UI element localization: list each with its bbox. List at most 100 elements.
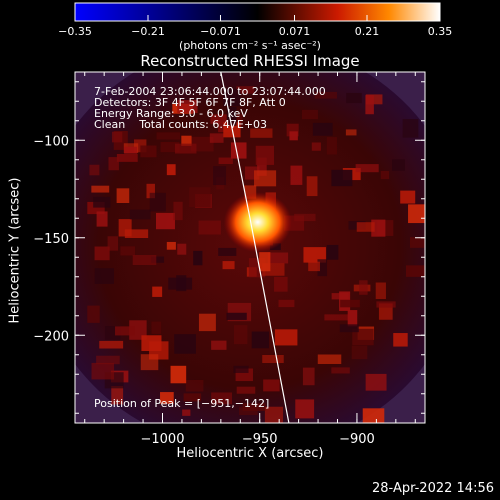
texture-cell xyxy=(124,229,149,239)
texture-cell xyxy=(211,340,227,350)
texture-cell xyxy=(375,282,386,300)
colorbar-tick-label: −0.21 xyxy=(131,25,165,38)
texture-cell xyxy=(113,130,128,150)
texture-cell xyxy=(377,220,394,236)
texture-cell xyxy=(339,291,351,311)
texture-cell xyxy=(317,259,328,277)
x-tick-label: −950 xyxy=(242,432,278,447)
texture-cell xyxy=(141,335,162,352)
texture-cell xyxy=(244,185,257,199)
texture-cell xyxy=(230,142,247,159)
texture-cell xyxy=(248,258,266,278)
texture-cell xyxy=(174,334,196,354)
time-range-text: 7-Feb-2004 23:06:44.000 to 23:07:44.000 xyxy=(94,85,326,98)
texture-cell xyxy=(107,236,119,251)
texture-cell xyxy=(198,220,221,235)
texture-cell xyxy=(265,192,276,210)
texture-cell xyxy=(182,409,191,416)
y-tick-label: −150 xyxy=(33,232,69,247)
texture-cell xyxy=(408,204,425,224)
texture-cell xyxy=(347,310,358,327)
texture-cell xyxy=(166,164,176,176)
texture-cell xyxy=(259,252,271,272)
colorbar-tick-label: 0.35 xyxy=(428,25,453,38)
texture-cell xyxy=(111,131,123,143)
texture-cell xyxy=(133,139,147,153)
clean-counts-text: Clean Total counts: 6.47E+03 xyxy=(94,118,268,131)
texture-cell xyxy=(91,362,115,380)
x-axis-label: Heliocentric X (arcsec) xyxy=(176,446,324,461)
texture-cell xyxy=(331,293,349,300)
texture-cell xyxy=(193,250,203,266)
texture-cell xyxy=(357,326,375,340)
texture-cell xyxy=(96,211,108,227)
texture-cell xyxy=(365,94,383,105)
texture-cell xyxy=(317,354,342,364)
texture-cell xyxy=(380,170,390,180)
x-tick-label: −1000 xyxy=(141,432,185,447)
texture-cell xyxy=(129,209,151,220)
colorbar-units-label: (photons cm⁻² s⁻¹ asec⁻²) xyxy=(179,39,321,52)
texture-cell xyxy=(99,340,124,349)
peak-source xyxy=(223,192,292,253)
texture-cell xyxy=(254,170,277,187)
texture-cell xyxy=(263,379,280,392)
texture-cell xyxy=(173,201,183,221)
texture-cell xyxy=(140,354,159,371)
texture-cell xyxy=(351,345,368,360)
texture-cell xyxy=(149,192,166,212)
texture-cell xyxy=(104,372,124,389)
texture-cell xyxy=(406,265,425,277)
texture-cell xyxy=(393,333,408,347)
texture-cell xyxy=(255,145,275,165)
texture-cell xyxy=(324,314,349,321)
y-axis-label: Heliocentric Y (arcsec) xyxy=(7,177,23,324)
colorbar-gradient xyxy=(74,2,441,22)
colorbar: −0.35 −0.21 −0.071 0.071 0.21 0.35 xyxy=(58,2,453,38)
texture-cell xyxy=(410,237,425,248)
texture-cell xyxy=(246,218,262,238)
texture-cell xyxy=(278,299,295,308)
texture-cell xyxy=(168,277,193,290)
texture-cell xyxy=(246,267,257,277)
texture-cell xyxy=(176,275,187,292)
texture-cell xyxy=(359,280,368,295)
texture-cell xyxy=(365,95,374,115)
texture-cell xyxy=(340,299,360,308)
texture-cell xyxy=(94,246,110,261)
texture-cell xyxy=(151,321,162,334)
texture-cell xyxy=(108,157,119,171)
texture-cell xyxy=(218,247,237,256)
texture-cell xyxy=(235,368,253,382)
texture-cell xyxy=(195,194,213,209)
texture-cell xyxy=(94,268,114,284)
x-tick-label: −900 xyxy=(339,432,375,447)
texture-cell xyxy=(371,219,386,237)
texture-cell xyxy=(185,379,204,392)
texture-cell xyxy=(116,153,138,162)
texture-cell xyxy=(348,221,366,230)
texture-cell xyxy=(218,157,233,164)
texture-cell xyxy=(115,326,135,336)
texture-cell xyxy=(160,142,180,153)
texture-cell xyxy=(326,137,337,155)
y-tick-label: −200 xyxy=(33,329,69,344)
footer-timestamp: 28-Apr-2022 14:56 xyxy=(372,481,494,496)
texture-cell xyxy=(132,255,157,266)
texture-cell xyxy=(87,201,105,215)
texture-cell xyxy=(156,212,175,230)
texture-cell xyxy=(303,247,326,263)
texture-cell xyxy=(140,145,157,158)
texture-cell xyxy=(236,386,256,394)
texture-cell xyxy=(392,159,405,171)
colorbar-tick-label: −0.071 xyxy=(200,25,241,38)
annotation-block: 7-Feb-2004 23:06:44.000 to 23:07:44.000 … xyxy=(94,86,326,130)
energy-range-text: Energy Range: 3.0 - 6.0 keV xyxy=(94,107,248,120)
texture-cell xyxy=(166,241,176,250)
texture-cell xyxy=(362,408,385,423)
texture-cell xyxy=(326,244,339,260)
texture-cell xyxy=(376,301,396,308)
texture-cell xyxy=(290,165,303,185)
texture-cell xyxy=(244,166,260,180)
